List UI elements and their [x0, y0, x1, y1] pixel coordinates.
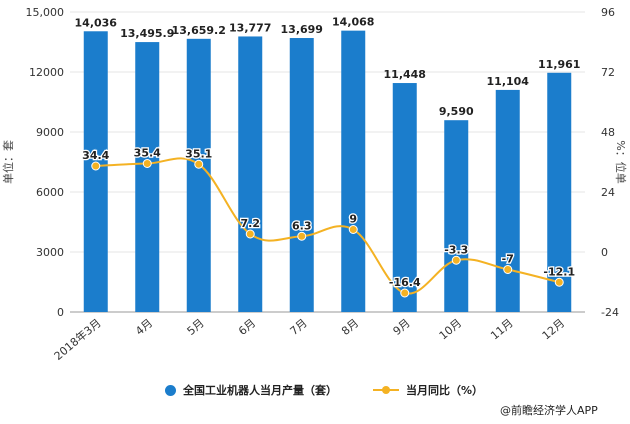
line-value-label: -12.1 [543, 265, 575, 278]
line-point [142, 159, 152, 168]
line-value-label: 34.4 [82, 149, 109, 162]
x-tick-label: 2018年3月 [51, 316, 104, 363]
bar [135, 42, 160, 312]
source-credit: @前瞻经济学人APP [500, 404, 598, 417]
x-tick-label: 6月 [236, 316, 258, 338]
y-tick-label: 9000 [36, 126, 64, 139]
y2-tick-label: -24 [601, 306, 619, 319]
line-value-label: -3.3 [444, 243, 468, 256]
y-tick-label: 3000 [36, 246, 64, 259]
bar-value-label: 13,699 [281, 23, 323, 36]
bar-value-label: 13,777 [229, 21, 271, 34]
line-point [194, 159, 204, 169]
bar [495, 89, 520, 312]
line-value-label: 35.1 [185, 147, 212, 160]
y-axis-label: 单位：套 [1, 140, 15, 184]
yoy-line [95, 157, 560, 295]
bar [392, 83, 417, 312]
legend: 全国工业机器人当月产量（套） 当月同比（%） [165, 382, 519, 398]
x-tick-label: 11月 [488, 316, 516, 342]
x-tick-label: 9月 [391, 316, 413, 338]
y2-tick-label: 48 [601, 126, 615, 139]
legend-line-label: 当月同比（%） [406, 384, 484, 397]
line-point [451, 255, 461, 265]
legend-item-line[interactable]: 当月同比（%） [373, 382, 483, 398]
line-point [91, 161, 101, 171]
line-point [554, 277, 564, 287]
line-point [503, 265, 513, 274]
x-tick-label: 8月 [339, 316, 361, 338]
bar-value-label: 11,448 [384, 68, 426, 81]
x-tick-label: 4月 [133, 316, 155, 338]
bar [83, 31, 108, 313]
bar [341, 30, 366, 312]
y-tick-label: 15,000 [26, 6, 65, 19]
y2-tick-label: 0 [601, 246, 608, 259]
bar [444, 120, 469, 312]
line-point [348, 225, 358, 234]
y-tick-label: 0 [57, 306, 64, 319]
y-tick-label: 12000 [29, 66, 64, 79]
y2-axis-label: %：位单 [614, 140, 628, 183]
x-axis: 2018年3月 4月 5月 6月 7月 8月 9月 10月 11月 12月 [51, 316, 567, 363]
line-value-label: 35.4 [134, 147, 161, 160]
x-tick-label: 10月 [437, 316, 465, 342]
x-tick-label: 5月 [185, 316, 207, 338]
line-point [245, 229, 255, 239]
legend-item-bar[interactable]: 全国工业机器人当月产量（套） [165, 382, 337, 398]
x-tick-label: 7月 [288, 316, 310, 338]
line-point [297, 231, 307, 241]
bar-value-label: 13,495.9 [120, 27, 174, 40]
y-axis-right: -24 0 24 48 72 96 [601, 6, 619, 319]
legend-bar-label: 全国工业机器人当月产量（套） [183, 384, 337, 397]
bar-value-label: 11,104 [487, 75, 530, 88]
x-tick-label: 12月 [540, 316, 568, 342]
line-value-label: -7 [502, 253, 514, 266]
y-tick-label: 6000 [36, 186, 64, 199]
y2-tick-label: 72 [601, 66, 615, 79]
legend-bar-swatch [165, 384, 176, 396]
bar-value-label: 9,590 [439, 105, 474, 118]
bar [547, 72, 572, 312]
line-value-label: 6.3 [292, 219, 312, 232]
bar-value-label: 14,036 [75, 16, 118, 29]
line-value-label: -16.4 [389, 276, 421, 289]
y2-tick-label: 24 [601, 186, 615, 199]
line-value-label: 9 [349, 213, 357, 226]
bar [289, 38, 314, 313]
bar-value-label: 14,068 [332, 16, 374, 29]
y-axis-left: 0 3000 6000 9000 12000 15,000 [26, 6, 65, 319]
line-point [400, 288, 410, 298]
legend-line-swatch [373, 386, 399, 394]
bar-value-label: 11,961 [538, 58, 580, 71]
bar [186, 38, 211, 312]
line-series: 34.4 35.4 35.1 7.2 6.3 9 -16.4 -3.3 -7 -12.1 [81, 145, 576, 298]
y2-tick-label: 96 [601, 6, 615, 19]
bar [238, 36, 263, 313]
bar-value-label: 13,659.2 [172, 24, 226, 37]
line-value-label: 7.2 [241, 217, 261, 230]
